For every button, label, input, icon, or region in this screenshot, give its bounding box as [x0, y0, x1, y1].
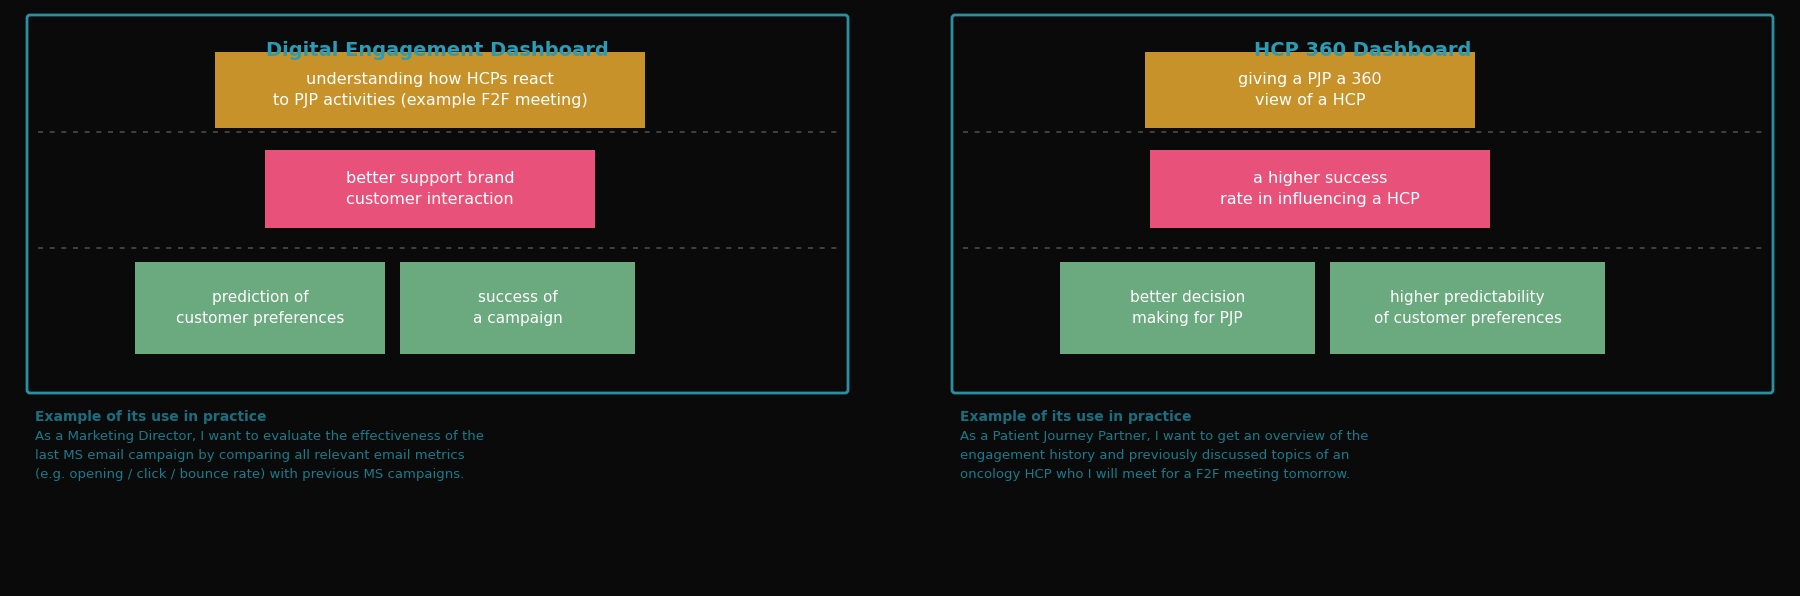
Text: better decision
making for PJP: better decision making for PJP	[1130, 290, 1246, 326]
Text: giving a PJP a 360
view of a HCP: giving a PJP a 360 view of a HCP	[1238, 72, 1382, 108]
Text: Digital Engagement Dashboard: Digital Engagement Dashboard	[266, 41, 608, 60]
Bar	[400, 262, 635, 354]
Bar	[1060, 262, 1316, 354]
Bar	[214, 52, 644, 128]
Text: higher predictability
of customer preferences: higher predictability of customer prefer…	[1373, 290, 1562, 326]
Text: Example of its use in practice: Example of its use in practice	[34, 410, 266, 424]
Bar	[1330, 262, 1606, 354]
Bar	[265, 150, 596, 228]
Text: As a Marketing Director, I want to evaluate the effectiveness of the
last MS ema: As a Marketing Director, I want to evalu…	[34, 430, 484, 481]
Text: Example of its use in practice: Example of its use in practice	[959, 410, 1192, 424]
Bar	[135, 262, 385, 354]
Bar	[1145, 52, 1474, 128]
Text: a higher success
rate in influencing a HCP: a higher success rate in influencing a H…	[1220, 171, 1420, 207]
Text: success of
a campaign: success of a campaign	[473, 290, 562, 326]
Text: better support brand
customer interaction: better support brand customer interactio…	[346, 171, 515, 207]
Bar	[1150, 150, 1490, 228]
Text: HCP 360 Dashboard: HCP 360 Dashboard	[1255, 41, 1471, 60]
Text: prediction of
customer preferences: prediction of customer preferences	[176, 290, 344, 326]
Text: understanding how HCPs react
to PJP activities (example F2F meeting): understanding how HCPs react to PJP acti…	[272, 72, 587, 108]
Text: As a Patient Journey Partner, I want to get an overview of the
engagement histor: As a Patient Journey Partner, I want to …	[959, 430, 1368, 481]
